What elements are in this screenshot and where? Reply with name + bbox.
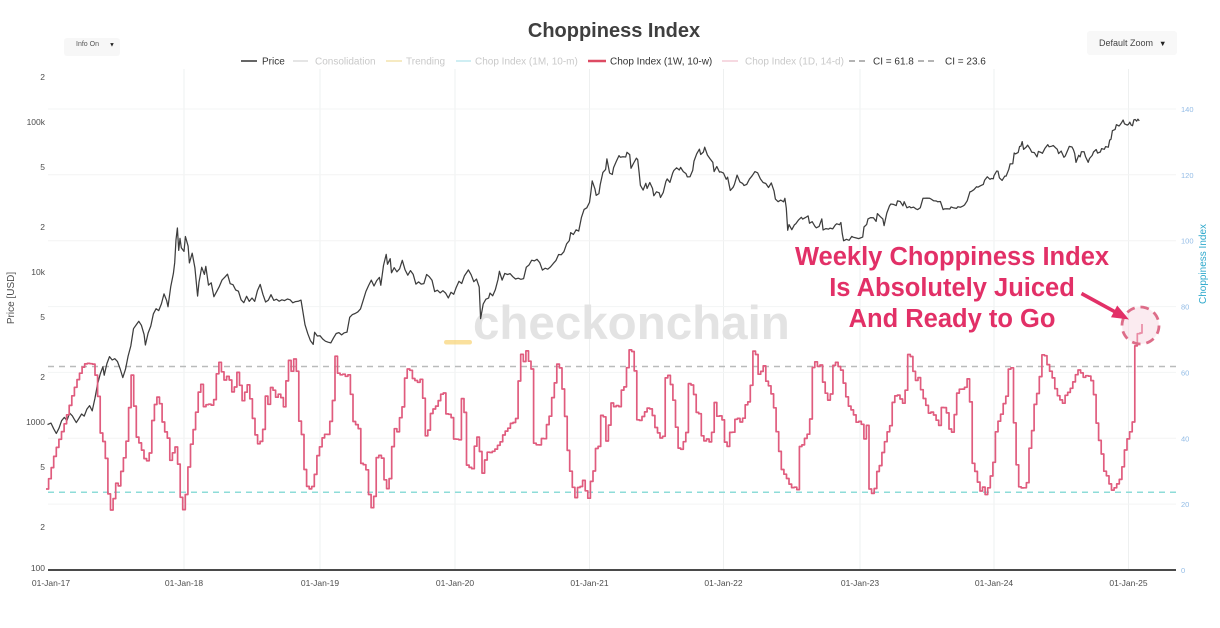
svg-text:140: 140 (1181, 105, 1194, 114)
svg-text:10k: 10k (31, 267, 45, 277)
svg-text:checkonchain: checkonchain (473, 297, 790, 350)
svg-text:▼: ▼ (1159, 39, 1166, 48)
svg-text:80: 80 (1181, 303, 1189, 312)
svg-text:2: 2 (40, 522, 45, 532)
svg-text:01-Jan-22: 01-Jan-22 (704, 578, 743, 588)
svg-text:Is Absolutely Juiced: Is Absolutely Juiced (829, 274, 1075, 302)
svg-text:Price: Price (262, 57, 285, 68)
svg-text:1000: 1000 (26, 417, 45, 427)
svg-text:Weekly Choppiness Index: Weekly Choppiness Index (795, 243, 1109, 271)
svg-text:01-Jan-20: 01-Jan-20 (436, 578, 475, 588)
svg-text:2: 2 (40, 372, 45, 382)
svg-text:120: 120 (1181, 171, 1194, 180)
svg-text:5: 5 (40, 162, 45, 172)
svg-text:01-Jan-21: 01-Jan-21 (570, 578, 609, 588)
svg-text:Consolidation: Consolidation (315, 57, 376, 68)
svg-text:Price [USD]: Price [USD] (6, 272, 17, 324)
svg-text:20: 20 (1181, 500, 1189, 509)
svg-text:Info On: Info On (76, 41, 99, 48)
svg-text:100: 100 (1181, 237, 1194, 246)
svg-text:2: 2 (40, 222, 45, 232)
svg-text:Chop Index (1W, 10-w): Chop Index (1W, 10-w) (610, 57, 712, 68)
svg-text:CI = 23.6: CI = 23.6 (945, 57, 986, 68)
svg-text:▼: ▼ (109, 43, 115, 49)
svg-text:And Ready to Go: And Ready to Go (849, 305, 1056, 333)
svg-text:5: 5 (40, 462, 45, 472)
svg-text:100: 100 (31, 563, 45, 573)
svg-text:Default Zoom: Default Zoom (1099, 38, 1153, 48)
svg-text:01-Jan-25: 01-Jan-25 (1109, 578, 1148, 588)
svg-text:40: 40 (1181, 434, 1189, 443)
svg-text:01-Jan-23: 01-Jan-23 (841, 578, 880, 588)
svg-text:Chop Index (1M, 10-m): Chop Index (1M, 10-m) (475, 57, 578, 68)
svg-text:Chop Index (1D, 14-d): Chop Index (1D, 14-d) (745, 57, 844, 68)
svg-text:Trending: Trending (406, 57, 445, 68)
svg-text:100k: 100k (27, 117, 46, 127)
svg-text:01-Jan-24: 01-Jan-24 (975, 578, 1014, 588)
svg-text:Choppiness Index: Choppiness Index (528, 20, 700, 42)
svg-text:01-Jan-18: 01-Jan-18 (165, 578, 204, 588)
svg-text:2: 2 (40, 72, 45, 82)
svg-text:0: 0 (1181, 566, 1185, 575)
svg-text:01-Jan-17: 01-Jan-17 (32, 578, 71, 588)
svg-text:5: 5 (40, 312, 45, 322)
svg-text:CI = 61.8: CI = 61.8 (873, 57, 914, 68)
svg-text:Choppiness Index: Choppiness Index (1198, 224, 1209, 304)
svg-text:60: 60 (1181, 368, 1189, 377)
svg-text:01-Jan-19: 01-Jan-19 (301, 578, 340, 588)
